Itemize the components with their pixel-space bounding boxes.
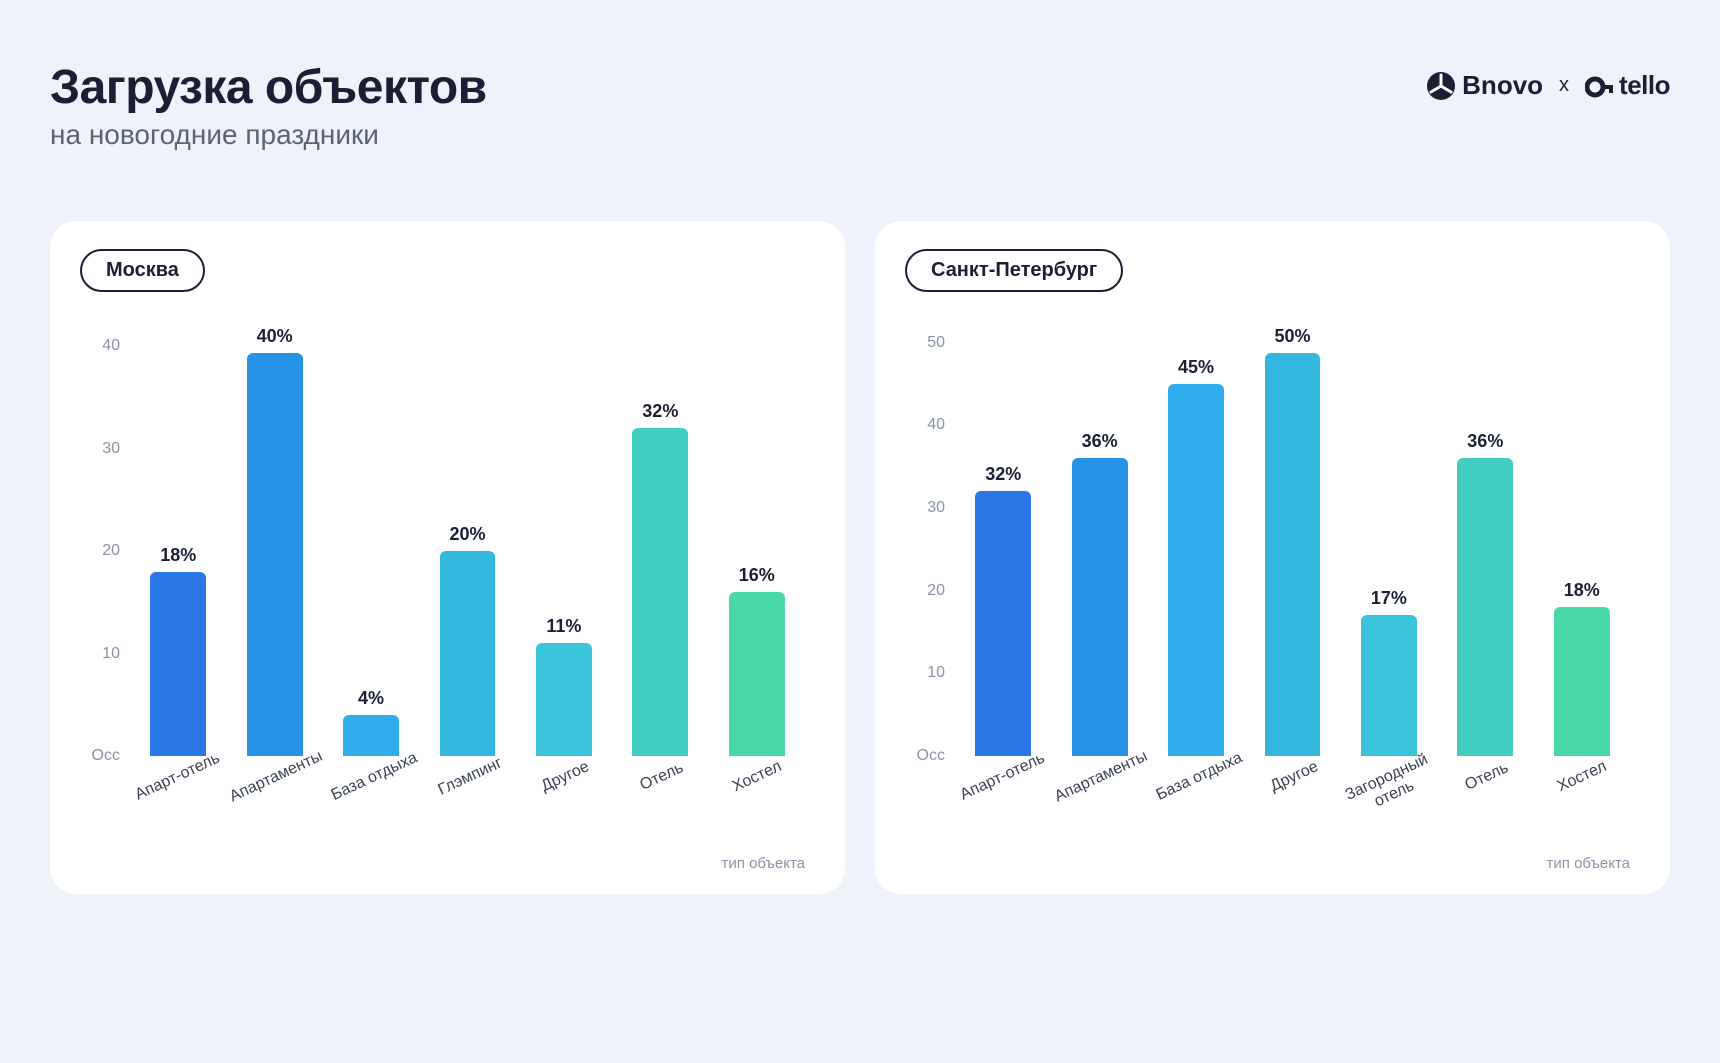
bar-value-label: 20% (449, 524, 485, 545)
bar (536, 643, 592, 756)
bar (729, 592, 785, 756)
x-labels: Апарт-отельАпартаментыБаза отдыхаГлэмпин… (130, 756, 805, 836)
bar-value-label: 40% (257, 326, 293, 347)
bar-value-label: 18% (1564, 580, 1600, 601)
bar (440, 551, 496, 756)
bar (343, 715, 399, 756)
y-zero-label: Occ (92, 747, 120, 765)
bar-value-label: 11% (546, 616, 581, 637)
y-axis: 1020304050Occ (905, 326, 955, 756)
x-label: Апартаменты (226, 756, 326, 836)
y-tick: 30 (927, 499, 945, 517)
bar (975, 491, 1031, 756)
y-tick: 30 (102, 440, 120, 458)
bar-value-label: 45% (1178, 357, 1214, 378)
bar (247, 353, 303, 756)
bar (150, 572, 206, 756)
x-label: Хостел (1534, 756, 1630, 836)
bar-wrap: 32% (955, 326, 1051, 756)
bar (1072, 458, 1128, 756)
bar-wrap: 4% (323, 326, 419, 756)
x-label: База отдыха (326, 756, 422, 836)
x-axis-title: тип объекта (722, 855, 805, 872)
x-label: Апарт-отель (130, 756, 226, 836)
chart: 10 20 30 40 50 Occ 32% 36% 45% 50% 17% 36% 18% Апар… (905, 316, 1640, 876)
otello-key-icon (1585, 72, 1615, 102)
city-badge: Санкт-Петербург (905, 249, 1123, 292)
bar-wrap: 50% (1244, 326, 1340, 756)
y-tick: 40 (927, 416, 945, 434)
x-label: Апарт-отель (955, 756, 1051, 836)
bar-wrap: 20% (419, 326, 515, 756)
bar-wrap: 11% (516, 326, 612, 756)
bar-value-label: 18% (160, 545, 196, 566)
logos: Bnovo x tello (1426, 70, 1670, 101)
bar (1265, 353, 1321, 756)
header: Загрузка объектов на новогодние праздник… (50, 60, 1670, 151)
bar (1168, 384, 1224, 756)
otello-label: tello (1619, 70, 1670, 101)
charts-row: Москва 10 20 30 40 Occ 18% 40% 4% 20% 11% 32% 16% … (50, 221, 1670, 894)
x-label: Глэмпинг (422, 756, 518, 836)
x-label: Отель (1438, 756, 1534, 836)
page-title: Загрузка объектов (50, 60, 487, 115)
x-axis-title: тип объекта (1547, 855, 1630, 872)
bar (1361, 615, 1417, 756)
bar-value-label: 36% (1467, 431, 1503, 452)
bar-wrap: 32% (612, 326, 708, 756)
city-badge: Москва (80, 249, 205, 292)
title-block: Загрузка объектов на новогодние праздник… (50, 60, 487, 151)
bar-value-label: 50% (1274, 326, 1310, 347)
x-label: Другое (518, 756, 614, 836)
x-label: Другое (1247, 756, 1343, 836)
plot-area: 18% 40% 4% 20% 11% 32% 16% (130, 326, 805, 756)
bar-value-label: 4% (358, 688, 384, 709)
y-axis: 10203040Occ (80, 326, 130, 756)
bnovo-label: Bnovo (1462, 70, 1543, 101)
x-label: Апартаменты (1051, 756, 1151, 836)
y-tick: 50 (927, 334, 945, 352)
chart: 10 20 30 40 Occ 18% 40% 4% 20% 11% 32% 16% Апарт-о… (80, 316, 815, 876)
x-label: База отдыха (1151, 756, 1247, 836)
page-subtitle: на новогодние праздники (50, 119, 487, 151)
x-label: Хостел (709, 756, 805, 836)
bars: 32% 36% 45% 50% 17% 36% 18% (955, 326, 1630, 756)
bar-value-label: 17% (1371, 588, 1407, 609)
chart-card-spb: Санкт-Петербург 10 20 30 40 50 Occ 32% 36% 45% 5… (875, 221, 1670, 894)
bar-value-label: 32% (642, 401, 678, 422)
bar-value-label: 16% (739, 565, 775, 586)
bnovo-icon (1426, 71, 1456, 101)
bar-wrap: 17% (1341, 326, 1437, 756)
y-tick: 10 (927, 664, 945, 682)
bar (1457, 458, 1513, 756)
bar-wrap: 18% (1534, 326, 1630, 756)
y-tick: 40 (102, 337, 120, 355)
bars: 18% 40% 4% 20% 11% 32% 16% (130, 326, 805, 756)
x-labels: Апарт-отельАпартаментыБаза отдыхаДругоеЗ… (955, 756, 1630, 836)
y-zero-label: Occ (917, 747, 945, 765)
bar (1554, 607, 1610, 756)
bar-wrap: 16% (709, 326, 805, 756)
bar-value-label: 32% (985, 464, 1021, 485)
bar (632, 428, 688, 756)
bar-value-label: 36% (1082, 431, 1118, 452)
logo-separator: x (1553, 74, 1575, 97)
bar-wrap: 40% (226, 326, 322, 756)
x-label: Загородный отель (1343, 756, 1439, 836)
chart-card-moscow: Москва 10 20 30 40 Occ 18% 40% 4% 20% 11% 32% 16% … (50, 221, 845, 894)
y-tick: 20 (927, 582, 945, 600)
y-tick: 20 (102, 542, 120, 560)
y-tick: 10 (102, 645, 120, 663)
bnovo-logo: Bnovo (1426, 70, 1543, 101)
bar-wrap: 36% (1437, 326, 1533, 756)
plot-area: 32% 36% 45% 50% 17% 36% 18% (955, 326, 1630, 756)
bar-wrap: 45% (1148, 326, 1244, 756)
x-label: Отель (613, 756, 709, 836)
otello-logo: tello (1585, 70, 1670, 101)
bar-wrap: 36% (1051, 326, 1147, 756)
bar-wrap: 18% (130, 326, 226, 756)
